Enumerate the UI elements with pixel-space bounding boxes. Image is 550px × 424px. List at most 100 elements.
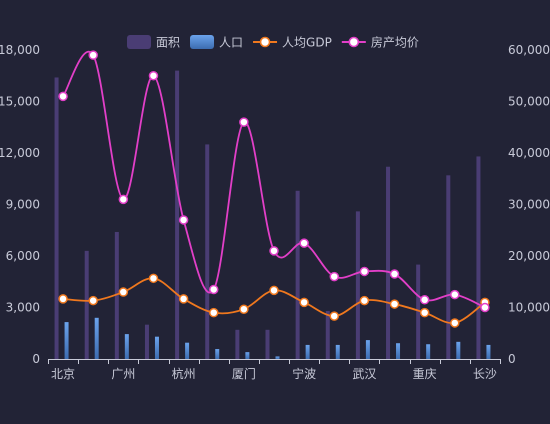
population-bars — [64, 317, 491, 359]
gdp-point[interactable] — [450, 318, 460, 328]
legend-swatch — [190, 35, 215, 49]
price-point[interactable] — [58, 91, 68, 102]
price-point[interactable] — [450, 289, 460, 300]
price-point[interactable] — [329, 271, 340, 282]
price-point[interactable] — [148, 71, 159, 81]
population-bar — [335, 344, 340, 359]
legend-price[interactable]: 房产均价 — [341, 35, 419, 50]
area-bar — [144, 324, 149, 359]
left-axis-tick-label: 15,000 — [0, 95, 40, 109]
population-bar — [275, 356, 280, 359]
gdp-line-series — [58, 273, 490, 328]
left-axis-tick-label: 3,000 — [6, 301, 40, 315]
area-bar — [446, 175, 451, 359]
x-axis-category-label: 宁波 — [292, 366, 316, 381]
population-bar — [426, 344, 431, 359]
gdp-point[interactable] — [148, 273, 159, 284]
population-bar — [396, 343, 401, 359]
price-point[interactable] — [389, 269, 400, 279]
right-axis-tick-label: 40,000 — [508, 146, 550, 160]
price-point[interactable] — [118, 194, 129, 205]
price-point[interactable] — [239, 117, 249, 127]
area-bar — [114, 231, 119, 359]
left-axis-tick-label: 18,000 — [0, 43, 40, 57]
legend-label: 人口 — [219, 36, 243, 50]
population-bar — [94, 317, 99, 359]
legend-population[interactable]: 人口 — [190, 35, 243, 50]
gdp-point[interactable] — [359, 295, 370, 306]
area-bar — [416, 264, 421, 359]
legend-swatch — [127, 35, 151, 49]
population-bar — [215, 349, 220, 359]
legend[interactable]: 面积 人口 人均GDP 房产均价 — [127, 35, 419, 50]
population-bar — [456, 341, 461, 359]
left-axis-tick-label: 0 — [32, 352, 40, 366]
right-axis-tick-label: 60,000 — [508, 43, 550, 57]
x-axis-category-label: 武汉 — [352, 367, 376, 381]
gdp-point[interactable] — [389, 299, 400, 309]
population-bar — [365, 340, 370, 359]
area-bar — [54, 77, 59, 359]
price-point[interactable] — [359, 266, 370, 277]
gdp-point[interactable] — [329, 311, 340, 321]
price-point[interactable] — [480, 302, 490, 313]
legend-label: 人均GDP — [282, 36, 332, 50]
axes: 0 3,000 6,000 9,000 12,000 15,000 18,000 0 10,00… — [0, 43, 550, 381]
area-bar — [355, 211, 360, 359]
price-point[interactable] — [88, 50, 98, 60]
gdp-point[interactable] — [208, 307, 219, 318]
legend-label: 面积 — [156, 36, 180, 50]
x-axis-category-label: 杭州 — [172, 366, 196, 381]
area-bar — [295, 190, 300, 359]
legend-area[interactable]: 面积 — [127, 35, 180, 50]
price-line-series — [58, 50, 490, 313]
population-bar — [64, 322, 69, 359]
price-point[interactable] — [208, 284, 219, 295]
x-axis-category-label: 北京 — [51, 367, 75, 381]
gdp-point[interactable] — [58, 294, 68, 304]
legend-gdp[interactable]: 人均GDP — [253, 36, 332, 50]
price-point[interactable] — [299, 238, 309, 248]
population-bar — [486, 344, 491, 359]
left-axis-tick-label: 12,000 — [0, 146, 40, 160]
price-point[interactable] — [419, 295, 430, 305]
area-bar — [325, 310, 330, 359]
price-point[interactable] — [178, 215, 189, 225]
area-bar — [205, 144, 210, 359]
legend-swatch-marker — [259, 36, 271, 48]
right-axis-tick-label: 50,000 — [508, 95, 550, 109]
left-axis-tick-label: 9,000 — [6, 198, 40, 212]
gdp-point[interactable] — [299, 297, 309, 308]
right-axis-tick-label: 10,000 — [508, 301, 550, 315]
population-bar — [154, 336, 159, 359]
gdp-point[interactable] — [269, 285, 279, 296]
area-bar — [84, 250, 89, 359]
price-point[interactable] — [269, 246, 279, 256]
gdp-point[interactable] — [239, 304, 249, 314]
area-bar — [386, 166, 391, 359]
population-bar — [245, 352, 250, 359]
population-bar — [124, 334, 129, 359]
gdp-point[interactable] — [178, 294, 189, 304]
right-axis-tick-label: 20,000 — [508, 249, 550, 263]
x-axis-category-label: 广州 — [111, 367, 135, 381]
right-axis-tick-label: 30,000 — [508, 198, 550, 212]
gdp-point[interactable] — [419, 307, 430, 318]
population-bar — [305, 344, 310, 359]
gdp-point[interactable] — [118, 287, 129, 297]
x-axis-category-label: 重庆 — [413, 367, 437, 381]
legend-swatch-marker — [348, 36, 360, 48]
left-axis-tick-label: 6,000 — [6, 249, 40, 263]
gdp-point[interactable] — [88, 295, 98, 306]
population-bar — [185, 342, 190, 359]
area-bar — [235, 329, 240, 359]
area-bar — [476, 156, 481, 359]
area-bar — [175, 70, 180, 359]
right-axis-tick-label: 0 — [508, 352, 516, 366]
price-line — [62, 51, 486, 309]
area-bars — [54, 70, 481, 359]
x-axis-category-label: 长沙 — [473, 367, 497, 381]
x-axis-category-label: 厦门 — [232, 366, 256, 381]
